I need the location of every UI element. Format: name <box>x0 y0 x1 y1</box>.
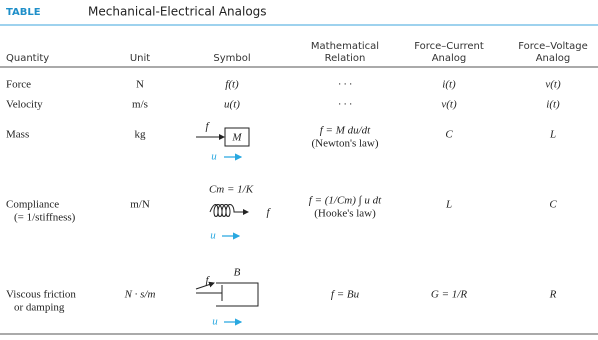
symbol-label: u <box>210 230 216 242</box>
mass-box <box>224 127 250 147</box>
quantity: Velocity <box>6 99 43 111</box>
unit: N · s/m <box>124 289 156 301</box>
relation: (Newton's law) <box>311 138 378 150</box>
force-voltage: C <box>549 199 557 211</box>
column-header: Relation <box>325 53 366 64</box>
symbol-label: u <box>212 316 218 328</box>
quantity: Mass <box>6 129 29 141</box>
column-header: Unit <box>130 53 150 64</box>
column-header: Symbol <box>213 53 250 64</box>
column-header: Analog <box>536 53 571 64</box>
symbol-label: f <box>266 207 271 219</box>
force-current: C <box>445 129 453 141</box>
unit: m/N <box>130 199 150 211</box>
column-header: Force–Current <box>414 41 484 52</box>
quantity: Viscous friction <box>6 289 76 301</box>
force-voltage: i(t) <box>546 99 560 111</box>
symbol-label: M <box>231 132 242 144</box>
force-current: G = 1/R <box>431 289 467 301</box>
symbol-label: f <box>205 121 210 133</box>
spring <box>209 204 249 217</box>
column-header: Mathematical <box>311 41 379 52</box>
unit: kg <box>135 129 147 141</box>
symbol-label: f <box>205 275 210 287</box>
quantity: or damping <box>14 302 65 314</box>
force-current: L <box>445 199 452 211</box>
column-header: Quantity <box>6 53 49 64</box>
quantity: Compliance <box>6 199 59 211</box>
unit: N <box>136 79 144 91</box>
relation: f = Bu <box>331 289 360 301</box>
relation: f = (1/Cm) ∫ u dt <box>309 195 382 207</box>
column-header: Force–Voltage <box>518 41 588 52</box>
force-current: i(t) <box>442 79 456 91</box>
relation: · · · <box>338 99 352 111</box>
relation: f = M du/dt <box>320 125 371 137</box>
relation: · · · <box>338 79 352 91</box>
force-voltage: R <box>549 289 557 301</box>
quantity: Force <box>6 79 31 91</box>
table-label: TABLE <box>6 7 41 18</box>
unit: m/s <box>132 99 148 111</box>
relation: (Hooke's law) <box>314 208 376 220</box>
column-header: Analog <box>432 53 467 64</box>
force-current: v(t) <box>441 99 457 111</box>
force-arrow <box>195 281 215 290</box>
dashpot <box>216 282 259 307</box>
symbol-label: u <box>211 151 217 163</box>
force-voltage: L <box>549 129 556 141</box>
quantity: (= 1/stiffness) <box>14 212 76 224</box>
symbol: f(t) <box>225 79 239 91</box>
symbol: u(t) <box>224 99 240 111</box>
symbol-label: B <box>234 267 241 279</box>
force-voltage: v(t) <box>545 79 561 91</box>
table-title: Mechanical-Electrical Analogs <box>88 5 267 19</box>
symbol-label: Cm = 1/K <box>209 184 254 196</box>
